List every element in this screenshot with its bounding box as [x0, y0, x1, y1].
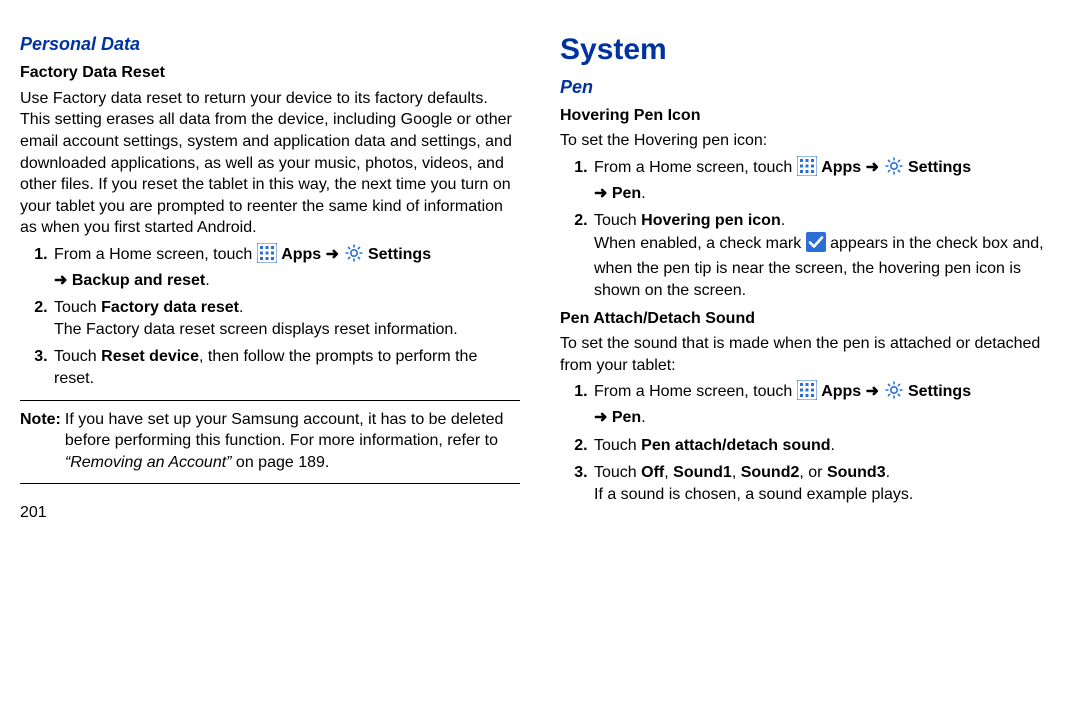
arrow-icon — [594, 409, 607, 426]
heading-pen: Pen — [560, 75, 1060, 99]
factory-reset-body: Use Factory data reset to return your de… — [20, 88, 520, 239]
apps-label: Apps — [821, 159, 861, 176]
attach-s3-i: . — [886, 464, 890, 481]
arrow-icon — [866, 159, 879, 176]
attach-s3-h: Sound3 — [827, 464, 886, 481]
attach-intro: To set the sound that is made when the p… — [560, 333, 1060, 376]
pen-trail: Pen — [612, 185, 641, 202]
settings-icon — [884, 156, 904, 183]
attach-step-1: From a Home screen, touch Apps Settings … — [592, 380, 1060, 428]
attach-step-3: Touch Off, Sound1, Sound2, or Sound3. If… — [592, 462, 1060, 505]
hover-s2-b: Hovering pen icon — [641, 212, 781, 229]
hover-steps: From a Home screen, touch Apps Settings … — [570, 156, 1060, 302]
attach-s3-b: Off — [641, 464, 664, 481]
hover-s2-body: When enabled, a check mark appears in th… — [594, 232, 1060, 302]
step2-c: . — [239, 299, 243, 316]
pen-trail: Pen — [612, 409, 641, 426]
heading-factory-reset: Factory Data Reset — [20, 62, 520, 84]
punct: . — [641, 409, 645, 426]
arrow-icon — [54, 272, 67, 289]
punct: . — [205, 272, 209, 289]
settings-label: Settings — [368, 246, 431, 263]
apps-icon — [257, 243, 277, 270]
attach-step-2: Touch Pen attach/detach sound. — [592, 435, 1060, 457]
hover-body-a: When enabled, a check mark — [594, 235, 806, 252]
step2-body: The Factory data reset screen displays r… — [54, 319, 520, 341]
note-a: If you have set up your Samsung account,… — [65, 411, 504, 450]
apps-label: Apps — [281, 246, 321, 263]
page-number: 201 — [20, 502, 520, 524]
left-column: Personal Data Factory Data Reset Use Fac… — [20, 30, 520, 710]
manual-page: Personal Data Factory Data Reset Use Fac… — [0, 0, 1080, 720]
heading-attach-sound: Pen Attach/Detach Sound — [560, 308, 1060, 330]
step-3: Touch Reset device, then follow the prom… — [52, 346, 520, 389]
step1-trail: Backup and reset — [72, 272, 205, 289]
attach-s1-prefix: From a Home screen, touch — [594, 383, 797, 400]
hover-step-2: Touch Hovering pen icon. When enabled, a… — [592, 210, 1060, 301]
attach-s3-e: , — [732, 464, 741, 481]
note-ref: “Removing an Account” — [65, 454, 232, 471]
settings-icon — [884, 380, 904, 407]
attach-steps: From a Home screen, touch Apps Settings … — [570, 380, 1060, 505]
apps-icon — [797, 380, 817, 407]
hover-s2-c: . — [781, 212, 785, 229]
arrow-icon — [866, 383, 879, 400]
hover-intro: To set the Hovering pen icon: — [560, 130, 1060, 152]
hover-s1-prefix: From a Home screen, touch — [594, 159, 797, 176]
divider — [20, 483, 520, 484]
settings-label: Settings — [908, 159, 971, 176]
attach-s2-a: Touch — [594, 437, 641, 454]
right-column: System Pen Hovering Pen Icon To set the … — [560, 30, 1060, 710]
hover-step-1: From a Home screen, touch Apps Settings … — [592, 156, 1060, 204]
step1-prefix: From a Home screen, touch — [54, 246, 257, 263]
step3-a: Touch — [54, 348, 101, 365]
attach-s3-c: , — [664, 464, 673, 481]
attach-s3-a: Touch — [594, 464, 641, 481]
note: Note: If you have set up your Samsung ac… — [20, 409, 520, 474]
step2-a: Touch — [54, 299, 101, 316]
attach-s2-b: Pen attach/detach sound — [641, 437, 830, 454]
note-label: Note: — [20, 409, 61, 474]
attach-s2-c: . — [831, 437, 835, 454]
step-2: Touch Factory data reset. The Factory da… — [52, 297, 520, 340]
step3-b: Reset device — [101, 348, 199, 365]
factory-reset-steps: From a Home screen, touch Apps Settings … — [30, 243, 520, 390]
checkmark-icon — [806, 232, 826, 259]
attach-s3-g: , or — [799, 464, 827, 481]
settings-label: Settings — [908, 383, 971, 400]
hover-s2-a: Touch — [594, 212, 641, 229]
step-1: From a Home screen, touch Apps Settings … — [52, 243, 520, 291]
heading-hovering-pen: Hovering Pen Icon — [560, 105, 1060, 127]
attach-s3-f: Sound2 — [741, 464, 800, 481]
note-b: on page 189. — [231, 454, 329, 471]
heading-personal-data: Personal Data — [20, 32, 520, 56]
arrow-icon — [326, 246, 339, 263]
attach-s3-d: Sound1 — [673, 464, 732, 481]
settings-icon — [344, 243, 364, 270]
divider — [20, 400, 520, 401]
arrow-icon — [594, 185, 607, 202]
attach-s3-body: If a sound is chosen, a sound example pl… — [594, 484, 1060, 506]
apps-icon — [797, 156, 817, 183]
heading-system: System — [560, 30, 1060, 71]
apps-label: Apps — [821, 383, 861, 400]
punct: . — [641, 185, 645, 202]
step2-b: Factory data reset — [101, 299, 239, 316]
note-body: If you have set up your Samsung account,… — [65, 409, 520, 474]
